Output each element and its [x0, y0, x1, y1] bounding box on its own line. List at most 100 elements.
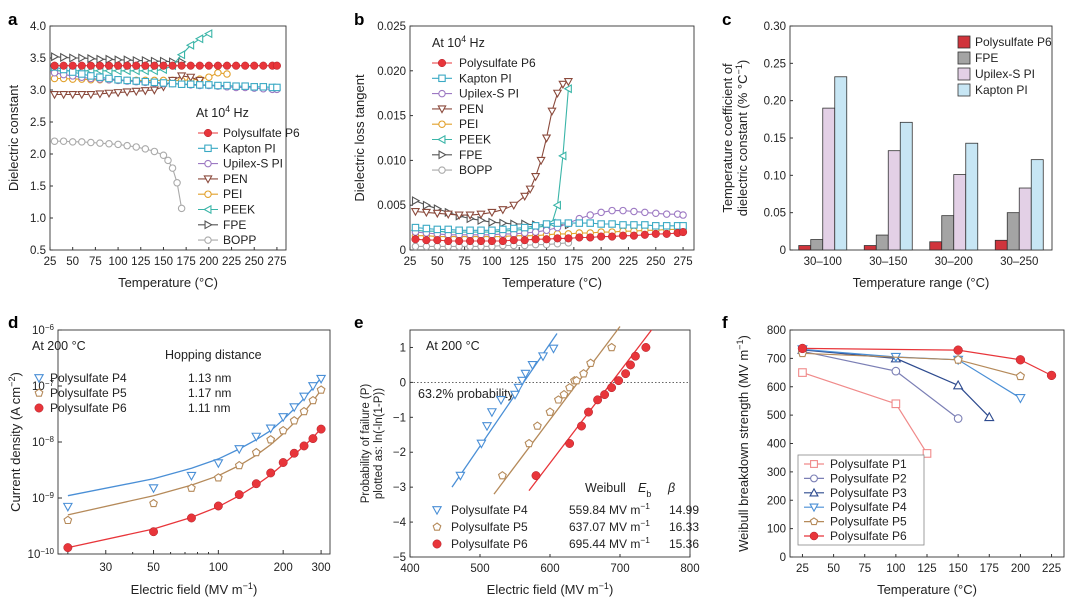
y-axis-label-part: Weibull breakdown strength (MV m: [736, 350, 751, 552]
data-point: [953, 414, 963, 423]
series-line: [802, 347, 1052, 376]
data-point: [662, 210, 671, 218]
data-point: [213, 459, 224, 469]
data-point: [584, 407, 593, 417]
panel-a: a 25 50 75 100 125 150 175 200 225 250 275 0.5 1.0 1.5…: [6, 10, 300, 290]
data-point: [250, 83, 258, 91]
data-point: [432, 209, 442, 219]
y-tick-label: 1.0: [30, 213, 46, 225]
data-point: [177, 80, 186, 88]
x-tick-label: 250: [646, 256, 665, 268]
data-point: [891, 399, 901, 409]
data-point: [411, 242, 420, 251]
data-point: [1046, 370, 1057, 381]
legend-marker: [203, 128, 213, 138]
legend-label-polysulfate-p4: Polysulfate P4: [50, 371, 127, 385]
data-point: [558, 151, 567, 161]
data-point: [548, 344, 559, 354]
y-tick-label: 700: [767, 353, 786, 365]
y-tick-label-part: −9: [45, 491, 55, 500]
data-point: [232, 61, 241, 70]
data-point: [196, 81, 204, 89]
data-point: [497, 471, 507, 480]
fit-line: [451, 333, 558, 488]
data-point: [173, 179, 181, 187]
y-tick-label-part: 10: [28, 549, 41, 561]
panel-letter-d: d: [8, 313, 18, 332]
series-kapton-pi: [411, 219, 687, 235]
legend-swatch: [957, 51, 971, 65]
data-point: [195, 76, 205, 86]
data-point: [50, 137, 59, 145]
y-tick-label: 0.020: [377, 66, 406, 78]
data-point: [195, 61, 204, 70]
data-point: [114, 61, 123, 70]
data-point: [525, 185, 535, 194]
data-point: [289, 403, 300, 413]
legend-label-pei: PEI: [223, 187, 242, 201]
legend-marker: [203, 175, 213, 184]
y-axis: 0.5 1.0 1.5 2.0 2.5 3.0 3.5 4.0: [30, 21, 53, 257]
data-point: [513, 383, 524, 393]
series-upilex-s-pi: [411, 206, 687, 239]
series-polysulfate-p5: [63, 385, 326, 525]
data-point: [553, 219, 562, 227]
data-point: [600, 390, 610, 400]
data-point: [572, 376, 582, 385]
legend-marker: [204, 144, 212, 153]
data-point: [565, 383, 575, 392]
x-axis-label-part: ): [253, 582, 257, 597]
y-tick-label: 0.015: [377, 111, 406, 123]
legend-marker: [809, 487, 819, 497]
data-point: [289, 416, 299, 425]
data-point: [250, 61, 259, 70]
legend-marker: [34, 403, 44, 413]
data-point: [630, 207, 638, 216]
y-tick-label: 10−7: [32, 379, 54, 394]
x-tick-label: 225: [222, 256, 241, 268]
y-tick-label: 200: [767, 495, 786, 507]
legend-label-polysulfate-p5: Polysulfate P5: [830, 515, 907, 529]
x-axis-label: Electric field (MV m−1): [131, 581, 258, 597]
data-point: [62, 502, 73, 512]
data-point: [520, 369, 531, 379]
y-axis-label: Dielectric constant: [6, 85, 21, 192]
legend-marker: [438, 120, 446, 128]
y-tick-label-part: −8: [45, 435, 55, 444]
x-tick-label: 175: [177, 256, 196, 268]
data-point: [266, 468, 276, 478]
y-tick-label: 3.0: [30, 85, 46, 97]
data-point: [520, 236, 529, 245]
bar-polysulfate-p6: [863, 245, 877, 251]
legend-label-fpe: FPE: [975, 51, 998, 65]
data-point: [651, 229, 660, 238]
x-tick-label: 75: [858, 563, 871, 575]
weibull-eb-value-part: 695.44 MV m: [569, 537, 640, 551]
x-axis-label: Electric field (MV m−1): [487, 581, 614, 597]
data-point: [159, 151, 168, 160]
weibull-eb-value-part: −1: [640, 535, 650, 545]
bar-fpe: [875, 234, 889, 251]
data-point: [411, 223, 420, 232]
legend-marker: [809, 503, 819, 513]
annotation-frequency-part: 4: [225, 104, 230, 114]
data-point: [272, 61, 281, 70]
annotation-frequency: At 104 Hz: [196, 104, 249, 120]
x-tick-label: 100: [108, 256, 127, 268]
x-tick-label: 275: [673, 256, 692, 268]
data-point: [586, 219, 594, 227]
data-point: [433, 225, 442, 234]
x-axis: 25 50 75 100 125 150 175 200 225 250 275: [44, 247, 287, 268]
data-point: [476, 210, 486, 219]
data-point: [213, 61, 222, 70]
y-axis-label-part: −1: [735, 339, 745, 349]
data-point: [608, 232, 617, 241]
legend-label-pei: PEI: [459, 117, 478, 131]
data-point: [608, 206, 616, 215]
data-point: [96, 73, 104, 81]
data-point: [597, 220, 605, 228]
data-point: [531, 173, 541, 182]
bar-kapton-pi: [965, 142, 979, 251]
data-point: [559, 389, 569, 399]
